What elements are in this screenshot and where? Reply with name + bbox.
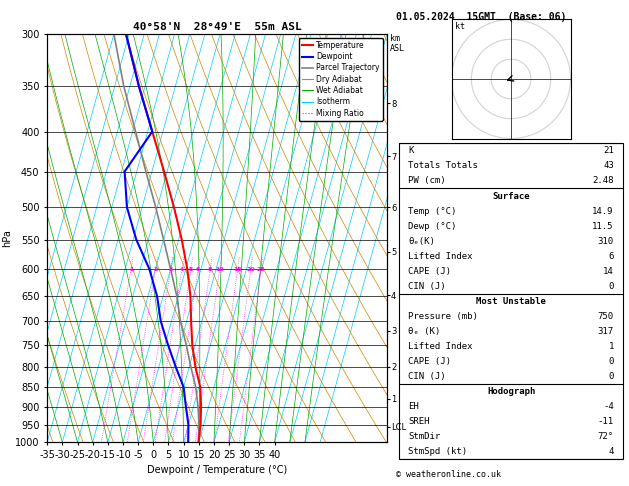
Text: 11.5: 11.5 [593,222,614,230]
Text: θₑ (K): θₑ (K) [408,327,440,336]
Text: 25: 25 [257,266,265,272]
Text: PW (cm): PW (cm) [408,176,446,186]
Text: CAPE (J): CAPE (J) [408,267,452,276]
Text: Totals Totals: Totals Totals [408,161,478,171]
Text: Lifted Index: Lifted Index [408,342,473,351]
Text: StmSpd (kt): StmSpd (kt) [408,447,467,456]
Text: Most Unstable: Most Unstable [476,297,546,306]
Text: CIN (J): CIN (J) [408,372,446,381]
Text: 14: 14 [603,267,614,276]
Text: 6: 6 [196,266,201,272]
Text: 317: 317 [598,327,614,336]
Text: 14.9: 14.9 [593,207,614,216]
Y-axis label: hPa: hPa [3,229,12,247]
Text: 15: 15 [233,266,242,272]
Text: 10: 10 [216,266,224,272]
X-axis label: Dewpoint / Temperature (°C): Dewpoint / Temperature (°C) [147,466,287,475]
Text: km
ASL: km ASL [390,34,405,53]
Text: 4: 4 [180,266,184,272]
Text: EH: EH [408,402,419,411]
Text: SREH: SREH [408,417,430,426]
Text: 1: 1 [129,266,133,272]
Text: StmDir: StmDir [408,432,440,441]
Legend: Temperature, Dewpoint, Parcel Trajectory, Dry Adiabat, Wet Adiabat, Isotherm, Mi: Temperature, Dewpoint, Parcel Trajectory… [299,38,383,121]
Text: CIN (J): CIN (J) [408,282,446,291]
Text: 0: 0 [608,372,614,381]
Text: Hodograph: Hodograph [487,387,535,396]
Text: 6: 6 [608,252,614,260]
Text: 72°: 72° [598,432,614,441]
Text: Dewp (°C): Dewp (°C) [408,222,457,230]
Text: 2.48: 2.48 [593,176,614,186]
Text: 20: 20 [247,266,255,272]
Text: Pressure (mb): Pressure (mb) [408,312,478,321]
Text: 1: 1 [608,342,614,351]
Text: 43: 43 [603,161,614,171]
Text: θₑ(K): θₑ(K) [408,237,435,245]
Text: 01.05.2024  15GMT  (Base: 06): 01.05.2024 15GMT (Base: 06) [396,12,567,22]
Text: 2: 2 [153,266,158,272]
Text: 40°58'N  28°49'E  55m ASL: 40°58'N 28°49'E 55m ASL [133,21,301,32]
Text: Temp (°C): Temp (°C) [408,207,457,216]
Text: -11: -11 [598,417,614,426]
Text: 310: 310 [598,237,614,245]
Text: 3: 3 [169,266,173,272]
Text: Surface: Surface [493,191,530,201]
Text: K: K [408,146,414,156]
Text: 750: 750 [598,312,614,321]
Text: 4: 4 [608,447,614,456]
Text: kt: kt [455,22,465,32]
Text: 8: 8 [208,266,213,272]
Text: © weatheronline.co.uk: © weatheronline.co.uk [396,469,501,479]
Text: CAPE (J): CAPE (J) [408,357,452,366]
Text: 0: 0 [608,357,614,366]
Text: 5: 5 [189,266,193,272]
Text: Lifted Index: Lifted Index [408,252,473,260]
Text: -4: -4 [603,402,614,411]
Text: 21: 21 [603,146,614,156]
Text: 0: 0 [608,282,614,291]
